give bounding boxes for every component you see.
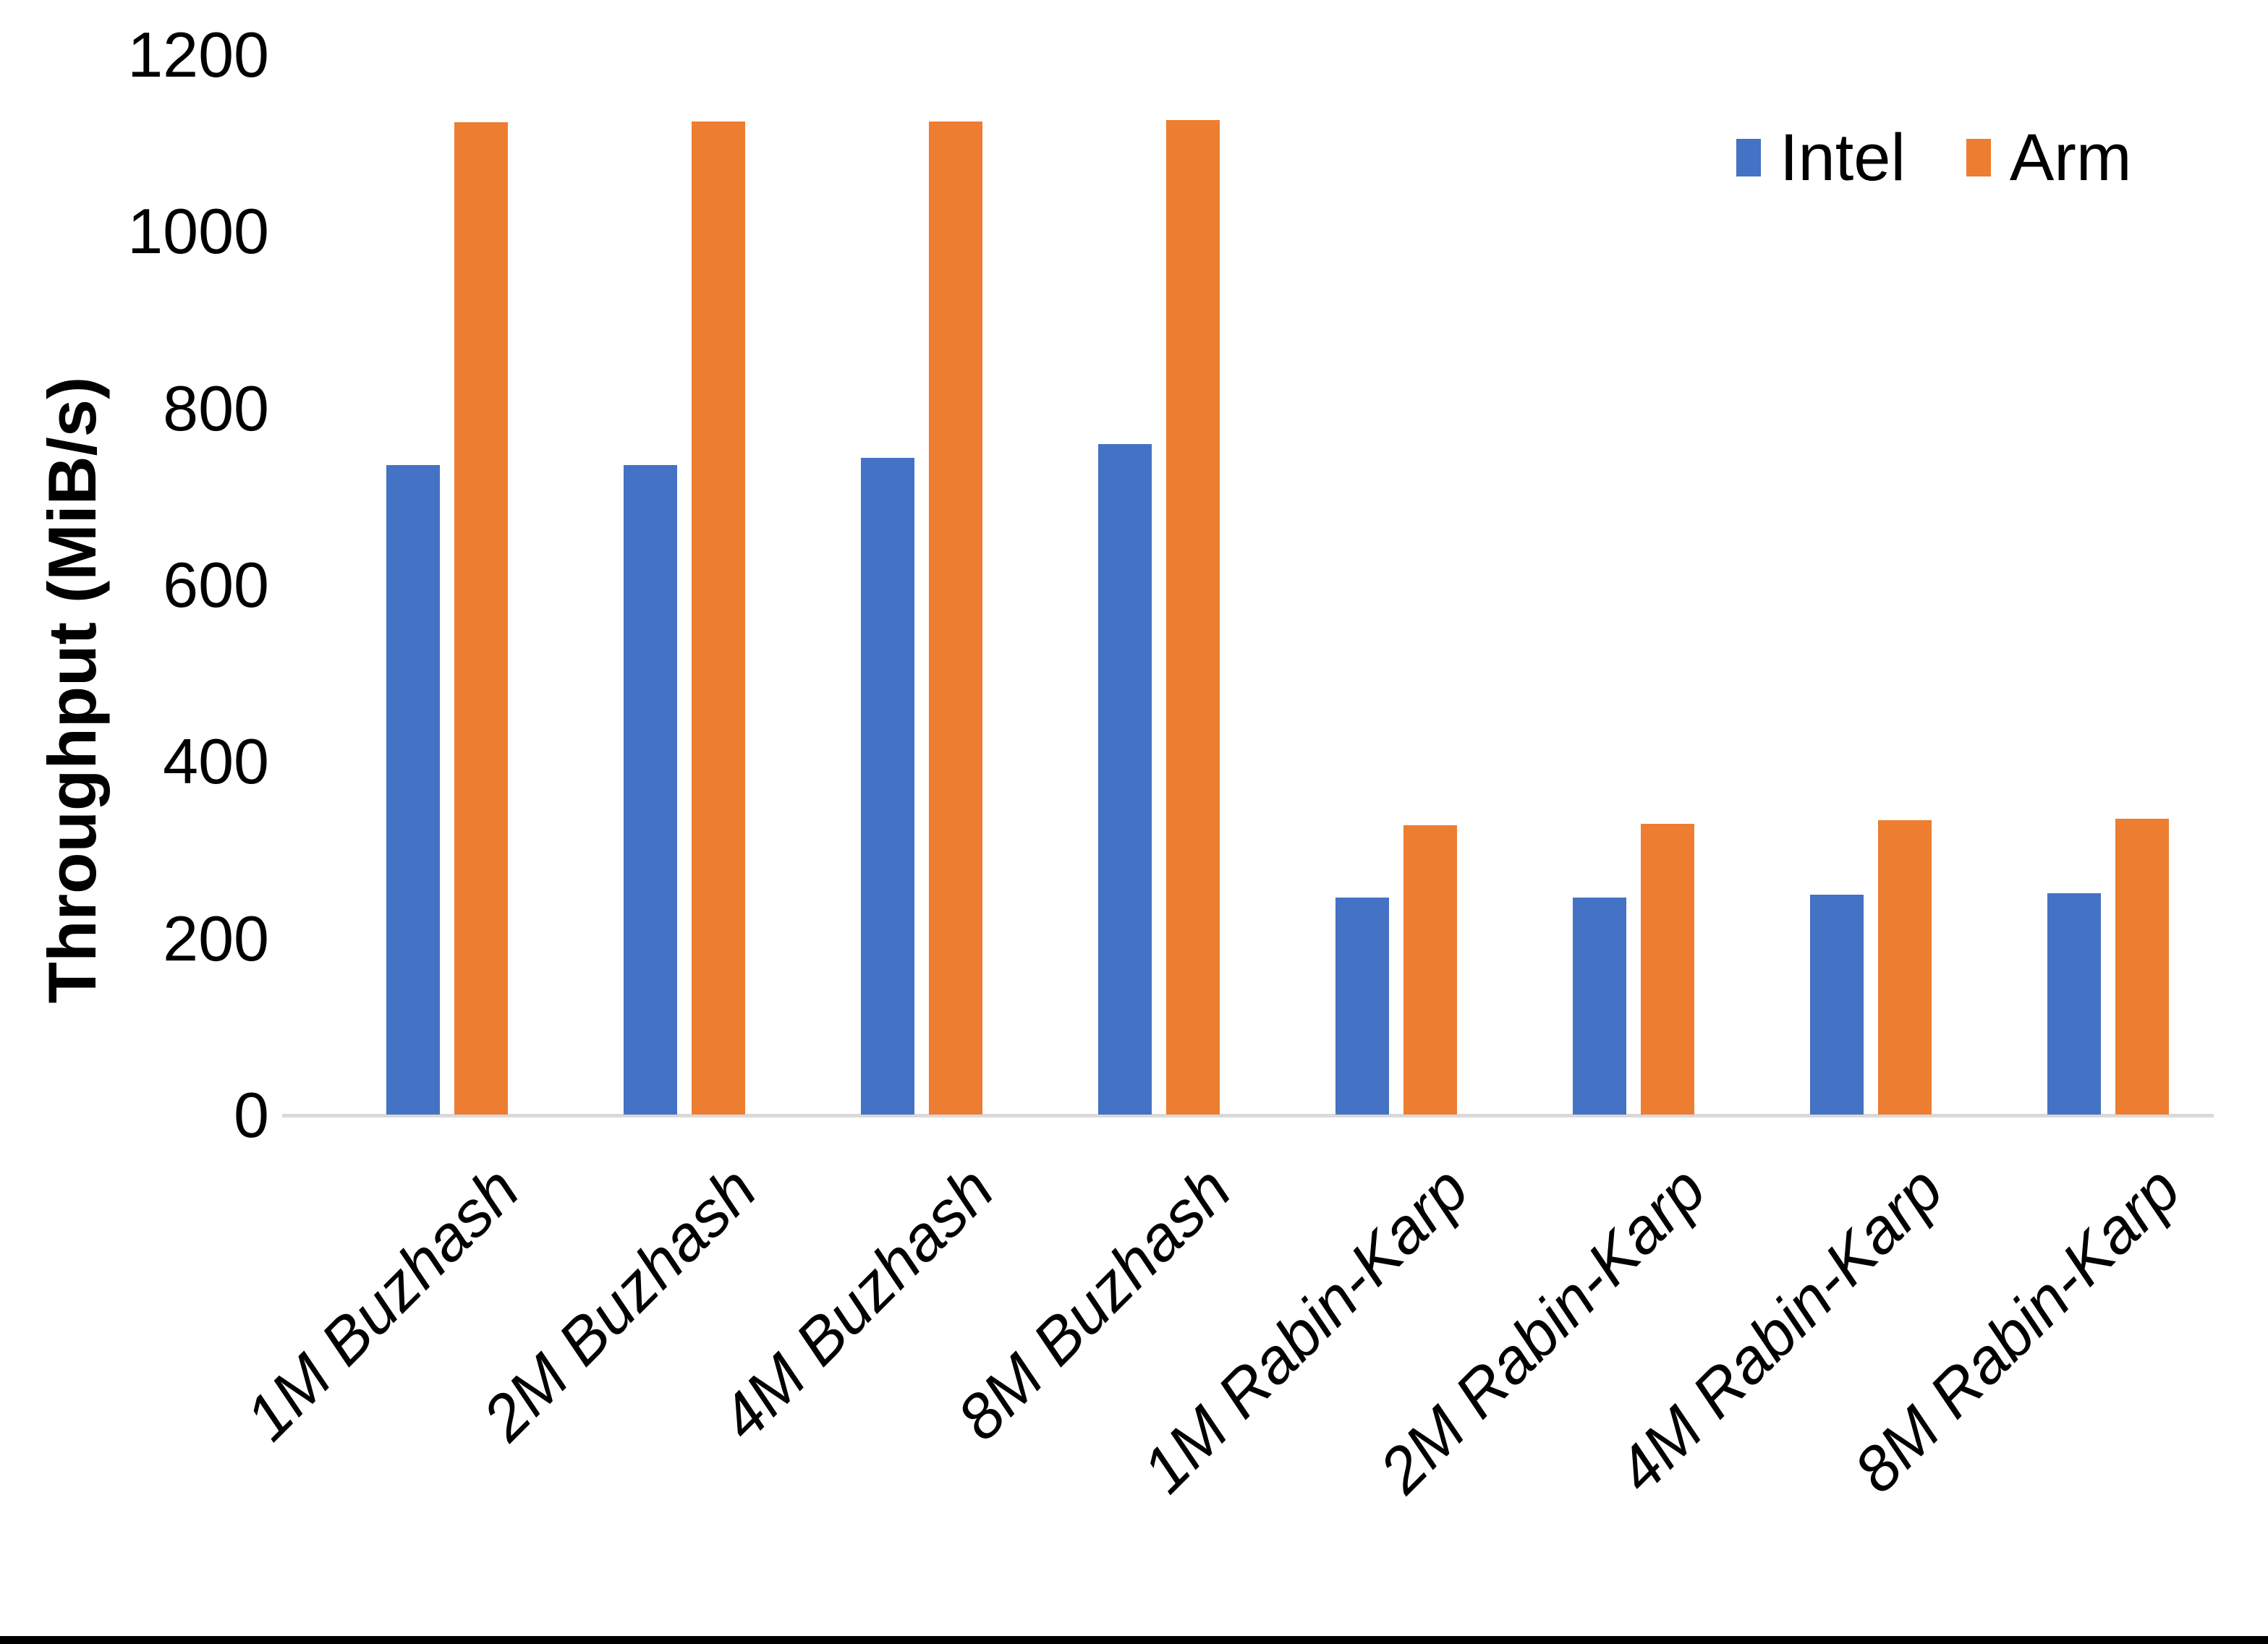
y-tick-label: 400 — [163, 725, 269, 798]
legend-label: Intel — [1780, 121, 1906, 195]
y-tick-label: 0 — [234, 1079, 269, 1151]
bar-arm-6 — [1641, 823, 1694, 1115]
y-tick-label: 1200 — [127, 19, 269, 90]
bottom-border-line — [0, 1636, 2268, 1644]
legend: Intel Arm — [1736, 122, 2132, 194]
bar-arm-5 — [1403, 825, 1457, 1115]
y-tick-label: 800 — [163, 372, 269, 444]
bar-intel-5 — [1335, 898, 1389, 1115]
bar-arm-2 — [692, 121, 745, 1115]
y-tick-label: 600 — [163, 549, 269, 621]
bar-intel-4 — [1098, 443, 1152, 1115]
bar-arm-1 — [454, 122, 508, 1115]
bar-arm-3 — [929, 121, 982, 1115]
legend-label: Arm — [2009, 121, 2132, 195]
bar-intel-2 — [624, 464, 677, 1115]
y-tick-label: 1000 — [127, 195, 269, 268]
y-tick-label: 200 — [163, 902, 269, 974]
bar-intel-6 — [1573, 898, 1626, 1115]
legend-swatch-intel — [1736, 139, 1761, 176]
bar-intel-1 — [386, 464, 440, 1115]
legend-item-intel: Intel — [1736, 122, 1906, 194]
x-axis-line — [282, 1114, 2214, 1117]
bar-intel-7 — [1810, 894, 1864, 1115]
bar-intel-8 — [2047, 893, 2101, 1115]
bar-arm-4 — [1166, 120, 1220, 1115]
bar-arm-8 — [2115, 818, 2169, 1115]
bar-arm-7 — [1878, 819, 1932, 1115]
bar-intel-3 — [861, 458, 914, 1115]
legend-swatch-arm — [1966, 139, 1991, 176]
legend-item-arm: Arm — [1966, 122, 2132, 194]
